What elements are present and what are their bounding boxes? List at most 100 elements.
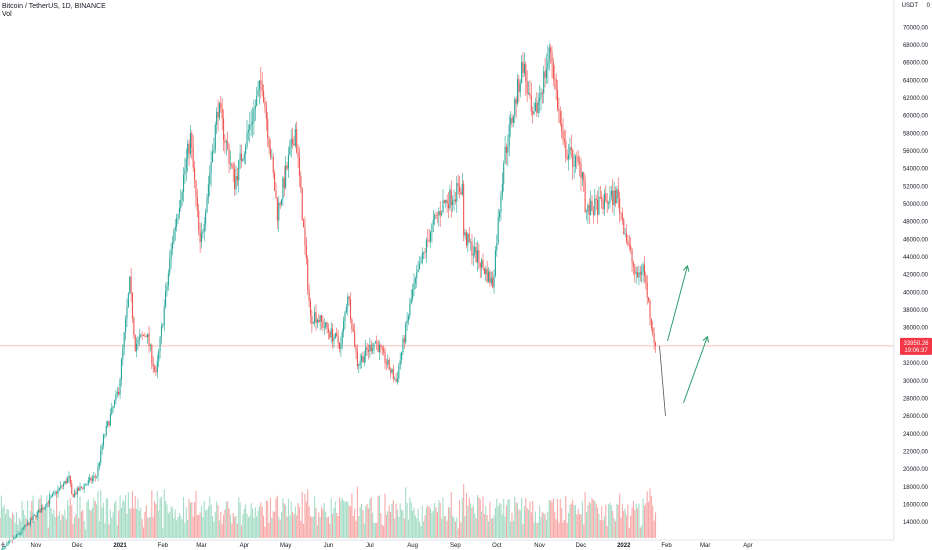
candle	[122, 344, 124, 366]
candle-body	[301, 188, 303, 221]
volume-bar	[361, 504, 363, 538]
candle	[504, 136, 506, 164]
volume-bar	[108, 524, 110, 538]
candle	[287, 146, 289, 178]
volume-bar	[4, 514, 7, 538]
candle	[94, 473, 96, 482]
volume-bar	[189, 502, 191, 538]
candle-body	[182, 174, 185, 192]
candle	[591, 195, 593, 211]
volume-bar	[383, 525, 385, 538]
candle-body	[224, 140, 226, 143]
candle	[340, 336, 342, 357]
volume-bar	[614, 521, 617, 538]
candle-body	[185, 158, 187, 170]
candle	[606, 193, 608, 213]
volume-bar	[652, 505, 654, 538]
candle	[621, 207, 623, 225]
volume-bar	[539, 505, 541, 538]
candle-body	[541, 92, 543, 94]
y-tick-label: 50000.00	[903, 202, 929, 208]
candle-body	[354, 331, 356, 347]
candle	[163, 299, 165, 332]
candle	[308, 284, 310, 308]
candle	[97, 462, 99, 482]
volume-bar	[330, 498, 332, 538]
volume-bar	[500, 504, 502, 538]
volume-bar	[519, 510, 521, 538]
candle-body	[199, 230, 201, 243]
volume-bar	[123, 501, 125, 538]
y-axis[interactable]: 70000.00 68000.00 66000.00 64000.00 62000.00…	[893, 0, 929, 540]
candle	[425, 237, 427, 263]
candle-body	[526, 81, 528, 94]
symbol-title[interactable]: Bitcoin / TetherUS, 1D, BINANCE	[2, 2, 106, 11]
volume-bar	[634, 509, 636, 538]
candle	[409, 297, 411, 320]
candle	[625, 224, 628, 245]
x-axis[interactable]: 6 Nov Dec 2021 Feb Mar Apr May Jun Jul Aug Sep Oct No…	[0, 539, 894, 549]
drawings[interactable]	[659, 264, 709, 417]
candle-body	[598, 196, 600, 215]
volume-bar	[104, 523, 106, 538]
candle	[36, 510, 38, 520]
volume-bar	[486, 515, 488, 538]
volume-bar	[432, 510, 434, 538]
candle	[96, 475, 98, 479]
candle-body	[654, 342, 657, 346]
volume-bar	[100, 489, 102, 538]
candle	[213, 137, 215, 154]
volume-bar	[39, 498, 41, 538]
volume-label[interactable]: Vol	[2, 11, 12, 18]
volume-bar	[385, 515, 387, 538]
candle	[181, 189, 183, 206]
candle-body	[203, 223, 205, 232]
candle	[129, 276, 131, 295]
volume-bar	[471, 507, 473, 538]
volume-bar	[608, 504, 610, 538]
candle-body	[198, 210, 200, 231]
projection-line[interactable]	[659, 345, 666, 417]
volume-bar	[367, 508, 370, 538]
candle	[69, 475, 71, 488]
candle-body	[537, 100, 539, 113]
candle	[147, 333, 149, 344]
candle	[16, 533, 18, 539]
trend-arrow[interactable]	[667, 264, 690, 342]
candle	[345, 303, 347, 314]
candle-body	[635, 272, 637, 274]
candle	[573, 153, 575, 179]
volume-bar	[452, 516, 454, 538]
candle	[351, 317, 353, 334]
candle	[550, 44, 552, 65]
trend-arrow[interactable]	[683, 335, 709, 404]
candle	[142, 334, 145, 337]
volume-bar	[526, 508, 528, 538]
candle	[530, 82, 532, 116]
volume-bar	[461, 498, 463, 538]
candle-body	[372, 348, 374, 352]
volume-bar	[28, 522, 30, 538]
candle-body	[493, 275, 495, 288]
candle-body	[225, 141, 227, 143]
volume-bar	[282, 498, 284, 538]
volume-bar	[79, 496, 81, 538]
candle-body	[264, 101, 266, 108]
candle	[2, 547, 4, 550]
volume-bar	[359, 507, 361, 538]
candle-body	[442, 200, 444, 213]
volume-bar	[125, 495, 127, 538]
candle	[100, 445, 102, 467]
candle-body	[603, 193, 605, 210]
volume-bar	[133, 508, 135, 538]
y-tick-label: 40000.00	[903, 290, 929, 296]
volume-bar	[27, 500, 29, 538]
candle	[439, 201, 441, 227]
candle	[134, 334, 136, 352]
candle-body	[334, 333, 336, 338]
volume-bar	[18, 517, 20, 538]
candle-body	[100, 449, 102, 463]
candle-body	[151, 344, 153, 364]
candle-body	[616, 189, 618, 204]
